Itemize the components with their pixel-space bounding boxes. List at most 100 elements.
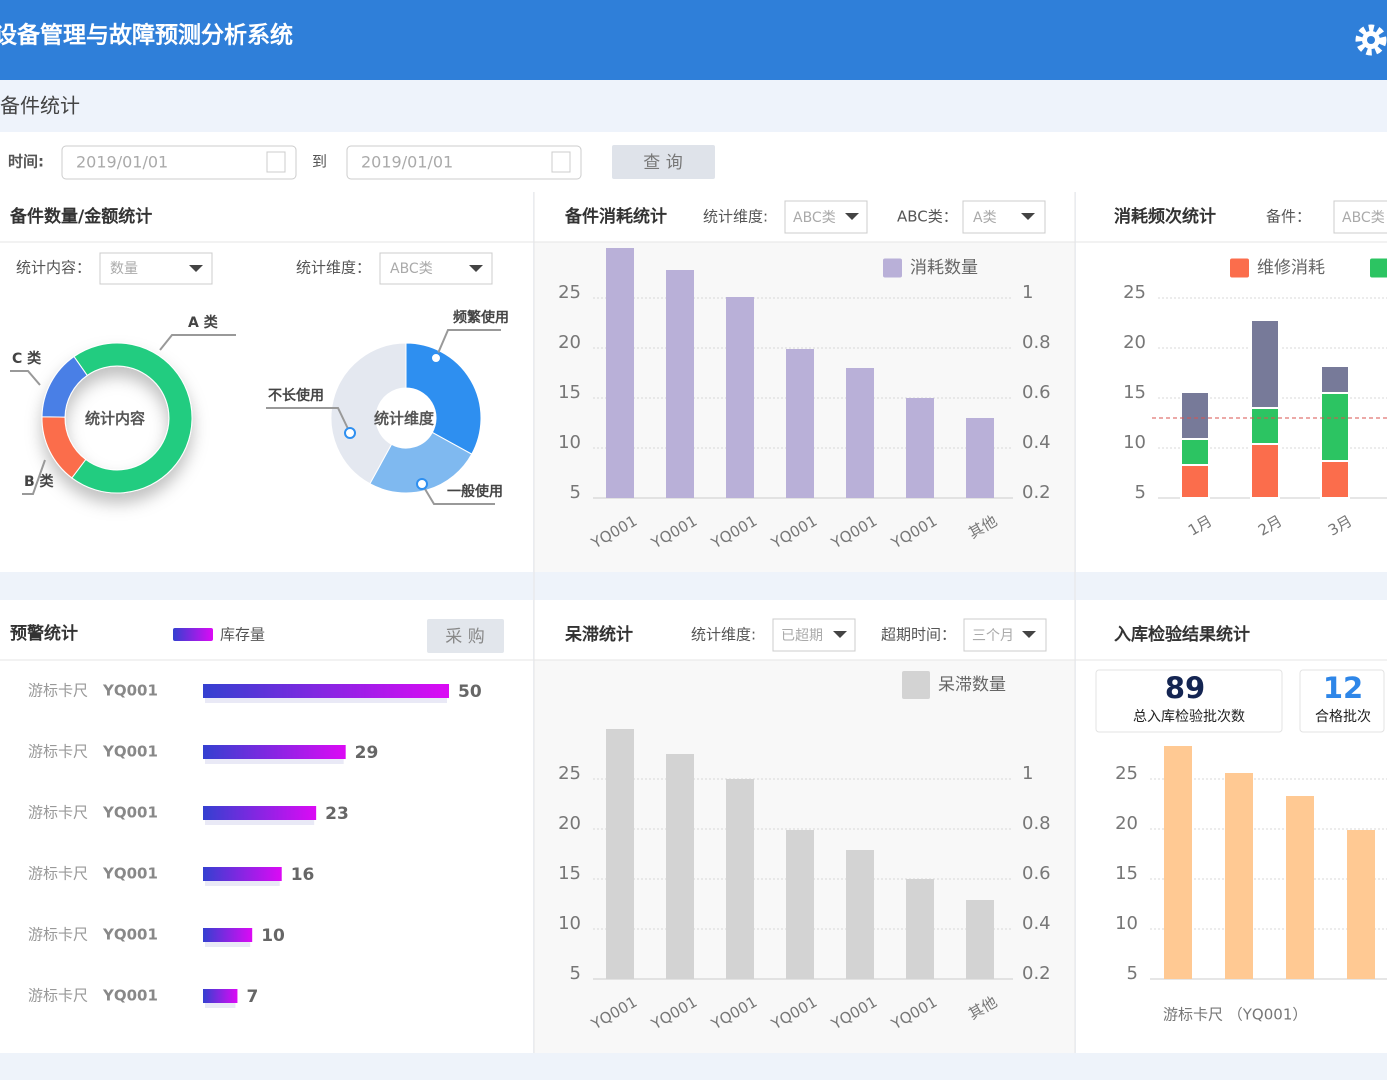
bar: [846, 850, 874, 979]
kpi-value: 89: [1165, 671, 1205, 705]
bar: [1180, 391, 1210, 440]
bar: [1320, 460, 1350, 499]
bar: [1180, 464, 1210, 499]
y-tick-label: 5: [1127, 963, 1138, 984]
bar: [1250, 319, 1280, 409]
bar: [1250, 443, 1280, 499]
row-name: 游标卡尺: [28, 804, 88, 822]
filter-label: 统计维度:: [703, 208, 768, 226]
dropdown[interactable]: [963, 618, 1047, 652]
leader-line: [159, 334, 236, 351]
value-label: 16: [291, 865, 315, 885]
bar: [203, 684, 449, 698]
end-date: 2019/01/01: [361, 153, 453, 172]
y2-tick-label: 0.4: [1022, 432, 1051, 453]
dropdown[interactable]: [379, 252, 493, 285]
calendar-icon: [266, 151, 286, 173]
bar: [1347, 830, 1375, 979]
dropdown-value: ABC类: [1342, 210, 1385, 226]
kpi-label: 合格批次: [1315, 709, 1371, 725]
bar: [726, 779, 754, 979]
end-input[interactable]: [346, 145, 582, 180]
donut-label: C 类: [12, 350, 42, 367]
y-tick-label: 25: [1115, 763, 1138, 784]
bar: [606, 248, 634, 498]
y-tick-label: 15: [558, 863, 581, 884]
purchase-button[interactable]: [427, 619, 504, 653]
y-tick-label: 20: [558, 813, 581, 834]
bar: [203, 989, 238, 1003]
filter-label: 统计维度:: [691, 626, 756, 644]
legend-label: 呆滞数量: [938, 675, 1006, 695]
panel-title: 预警统计: [10, 623, 78, 644]
bar: [1320, 365, 1350, 394]
query-button-label: 查 询: [643, 153, 682, 173]
panel-title: 备件消耗统计: [564, 206, 667, 227]
bar: [666, 270, 694, 498]
bar: [1180, 438, 1210, 466]
dropdown-value: 已超期: [781, 628, 823, 644]
settings-icon[interactable]: [1355, 24, 1387, 56]
y-tick-label: 10: [558, 432, 581, 453]
bar: [966, 418, 994, 498]
bar-shadow: [205, 1002, 236, 1008]
dropdown[interactable]: [962, 200, 1046, 234]
y2-tick-label: 0.6: [1022, 863, 1051, 884]
y-tick-label: 10: [1123, 432, 1146, 453]
row-code: YQ001: [102, 804, 158, 822]
row-code: YQ001: [102, 865, 158, 883]
value-label: 7: [246, 987, 258, 1007]
dropdown-arrow: [845, 213, 859, 220]
x-axis-label: 游标卡尺 （YQ001）: [1163, 1006, 1307, 1024]
row-code: YQ001: [102, 682, 158, 700]
y-tick-label: 20: [1123, 332, 1146, 353]
legend-swatch: [173, 628, 213, 641]
y-tick-label: 20: [1115, 813, 1138, 834]
filter-label: ABC类：: [897, 208, 958, 226]
leader-line: [266, 407, 351, 434]
row-code: YQ001: [102, 743, 158, 761]
row-name: 游标卡尺: [28, 926, 88, 944]
row-code: YQ001: [102, 926, 158, 944]
time-label: 时间:: [8, 153, 44, 171]
bar: [906, 398, 934, 498]
dropdown-value: A类: [973, 210, 997, 226]
dropdown-arrow: [833, 631, 847, 638]
dropdown-arrow: [189, 265, 203, 272]
dropdown[interactable]: [1333, 200, 1387, 234]
donut-label: B 类: [24, 473, 55, 490]
donut-label: 一般使用: [447, 483, 503, 500]
marker-dot: [430, 352, 442, 364]
leader-line: [10, 370, 41, 386]
panel-title: 消耗频次统计: [1114, 206, 1216, 227]
donut-label: A 类: [188, 314, 219, 331]
kpi-card: [1299, 669, 1385, 733]
y2-tick-label: 1: [1022, 282, 1033, 303]
to-label: 到: [312, 153, 327, 171]
panel-title: 备件数量/金额统计: [9, 206, 152, 227]
y2-tick-label: 0.2: [1022, 963, 1051, 984]
start-input[interactable]: [61, 145, 297, 180]
app-title: 设备管理与故障预测分析系统: [0, 22, 293, 49]
y-tick-label: 15: [1115, 863, 1138, 884]
legend-label: 维修消耗: [1257, 258, 1325, 278]
bar: [666, 754, 694, 979]
query-button[interactable]: [612, 145, 715, 179]
legend-swatch: [902, 671, 930, 699]
bar: [726, 297, 754, 498]
donut-center: 统计内容: [85, 410, 145, 428]
filter-label: 超期时间：: [881, 626, 956, 644]
bar: [1164, 746, 1192, 979]
bar: [1250, 407, 1280, 445]
section-title: 备件统计: [0, 94, 80, 118]
kpi-value: 12: [1323, 671, 1363, 705]
marker-dot: [344, 427, 356, 439]
bar: [786, 830, 814, 979]
bar: [966, 900, 994, 979]
dropdown-value: ABC类: [390, 261, 433, 277]
kpi-card: [1095, 669, 1283, 733]
bar: [203, 806, 317, 820]
row-name: 游标卡尺: [28, 682, 88, 700]
donut: [41, 342, 193, 494]
